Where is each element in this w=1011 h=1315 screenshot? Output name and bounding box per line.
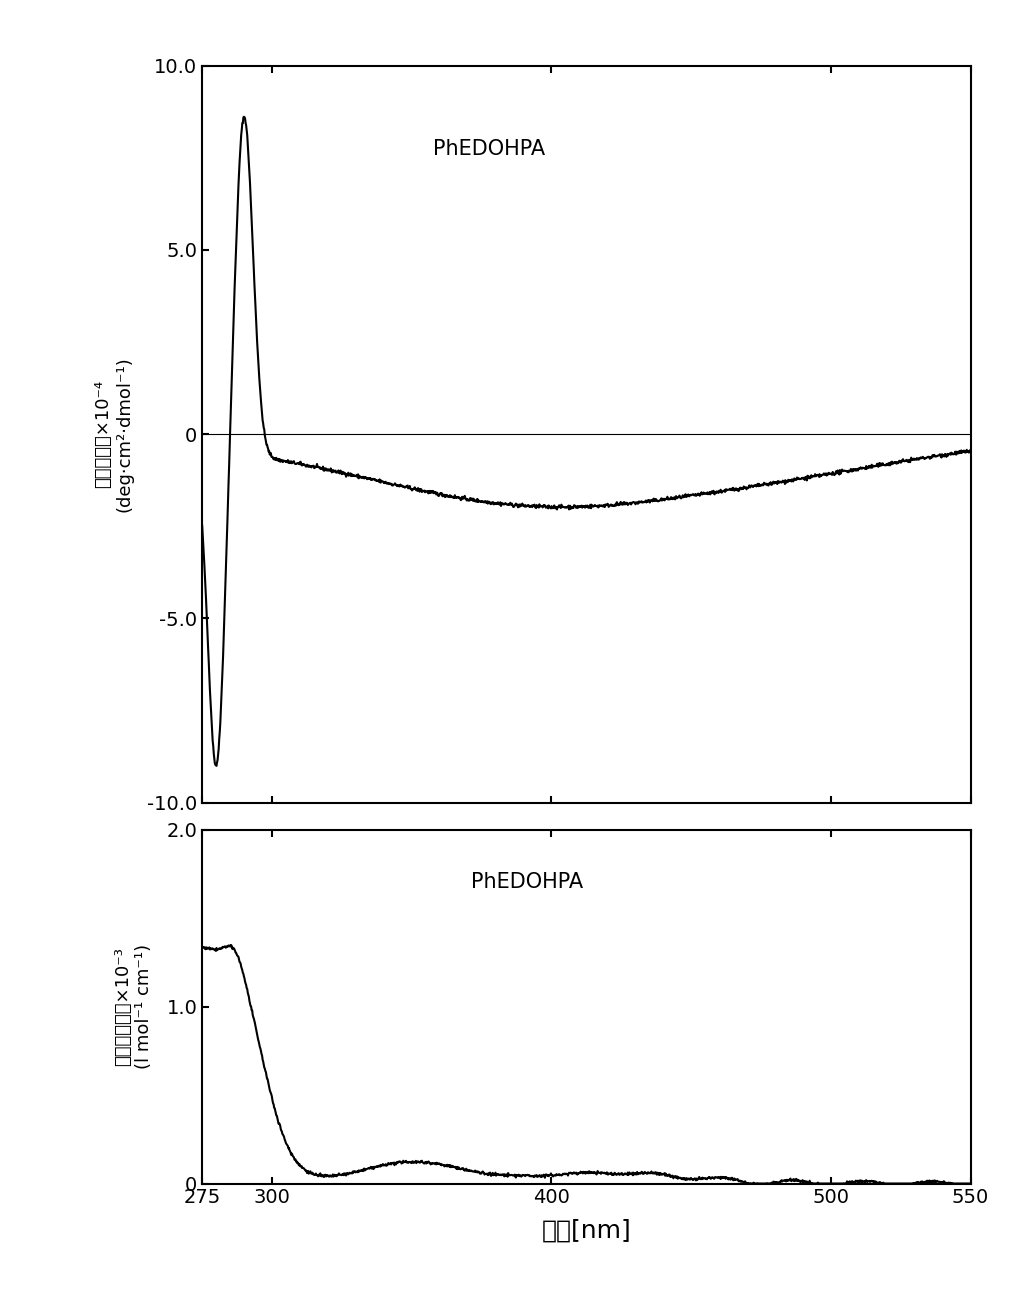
Text: PhEDOHPA: PhEDOHPA bbox=[433, 139, 545, 159]
X-axis label: 波长[nm]: 波长[nm] bbox=[542, 1219, 631, 1243]
Y-axis label: 摩尔椒圆率×10⁻⁴
(deg·cm²·dmol⁻¹): 摩尔椒圆率×10⁻⁴ (deg·cm²·dmol⁻¹) bbox=[94, 356, 133, 512]
Y-axis label: 摩尔吸光系数×10⁻³
(l mol⁻¹ cm⁻¹): 摩尔吸光系数×10⁻³ (l mol⁻¹ cm⁻¹) bbox=[114, 944, 153, 1069]
Text: PhEDOHPA: PhEDOHPA bbox=[471, 872, 583, 893]
